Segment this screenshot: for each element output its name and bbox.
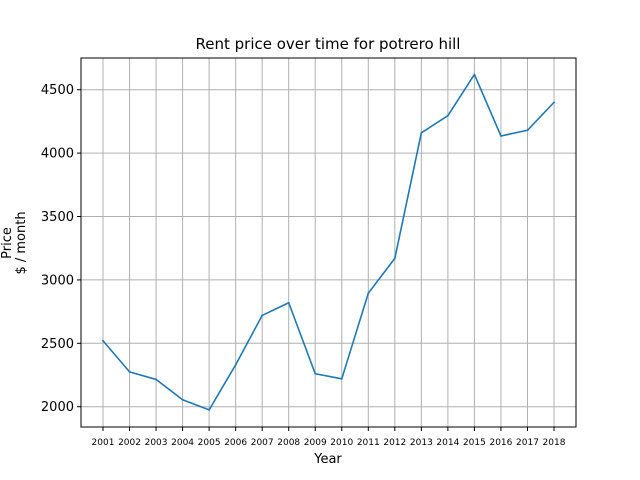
data-point-2002 xyxy=(128,370,131,373)
data-point-2018 xyxy=(553,101,555,104)
x-tick-label-2015: 2015 xyxy=(463,438,486,448)
data-point-2005 xyxy=(208,408,211,411)
data-point-2006 xyxy=(234,363,237,366)
data-point-2011 xyxy=(367,292,370,295)
data-point-2008 xyxy=(287,301,290,304)
data-point-2017 xyxy=(526,129,529,132)
x-tick-label-2016: 2016 xyxy=(489,438,512,448)
data-point-2016 xyxy=(500,135,502,137)
x-tick-label-2012: 2012 xyxy=(383,438,406,448)
y-tick-label-2000: 2000 xyxy=(41,400,74,415)
grid xyxy=(81,58,576,427)
y-axis-title-line2: $ / month xyxy=(14,211,29,274)
x-tick-label-2007: 2007 xyxy=(251,438,274,448)
x-axis-title: Year xyxy=(313,452,342,467)
series-line-0 xyxy=(102,73,555,411)
x-tick-label-2005: 2005 xyxy=(198,438,221,448)
x-axis: 2001 2002 2003 2004 2005 2006 2007 2008 2009 2010… xyxy=(92,427,566,448)
x-tick-label-2008: 2008 xyxy=(277,438,300,448)
data-point-2007 xyxy=(261,314,264,317)
data-point-2012 xyxy=(393,257,396,260)
chart-title: Rent price over time for potrero hill xyxy=(196,35,461,53)
x-tick-label-2001: 2001 xyxy=(92,438,115,448)
data-point-2014 xyxy=(446,114,449,117)
y-tick-label-3500: 3500 xyxy=(41,210,74,225)
x-tick-label-2013: 2013 xyxy=(410,438,433,448)
x-tick-label-2014: 2014 xyxy=(436,438,459,448)
data-point-2009 xyxy=(314,372,317,375)
series-layer xyxy=(102,73,555,411)
y-axis: 2000 2500 3000 3500 4000 4500 xyxy=(41,83,81,415)
x-tick-label-2010: 2010 xyxy=(330,438,353,448)
data-point-2003 xyxy=(155,378,157,381)
data-point-2013 xyxy=(420,131,423,134)
y-tick-label-2500: 2500 xyxy=(41,337,74,352)
y-axis-title-line1: Price xyxy=(0,227,15,259)
x-tick-label-2004: 2004 xyxy=(171,438,194,448)
data-point-2004 xyxy=(181,398,184,401)
data-point-2001 xyxy=(102,339,104,342)
data-point-2015 xyxy=(473,73,476,76)
x-tick-label-2003: 2003 xyxy=(145,438,168,448)
plot-frame xyxy=(80,57,577,428)
x-tick-label-2011: 2011 xyxy=(357,438,380,448)
x-tick-label-2006: 2006 xyxy=(224,438,247,448)
x-tick-label-2018: 2018 xyxy=(543,438,566,448)
y-tick-label-3000: 3000 xyxy=(41,273,74,288)
x-tick-label-2009: 2009 xyxy=(304,438,327,448)
y-tick-label-4000: 4000 xyxy=(41,147,74,162)
data-point-2010 xyxy=(340,377,343,380)
x-tick-label-2002: 2002 xyxy=(118,438,141,448)
x-tick-label-2017: 2017 xyxy=(516,438,539,448)
y-tick-label-4500: 4500 xyxy=(41,83,74,98)
